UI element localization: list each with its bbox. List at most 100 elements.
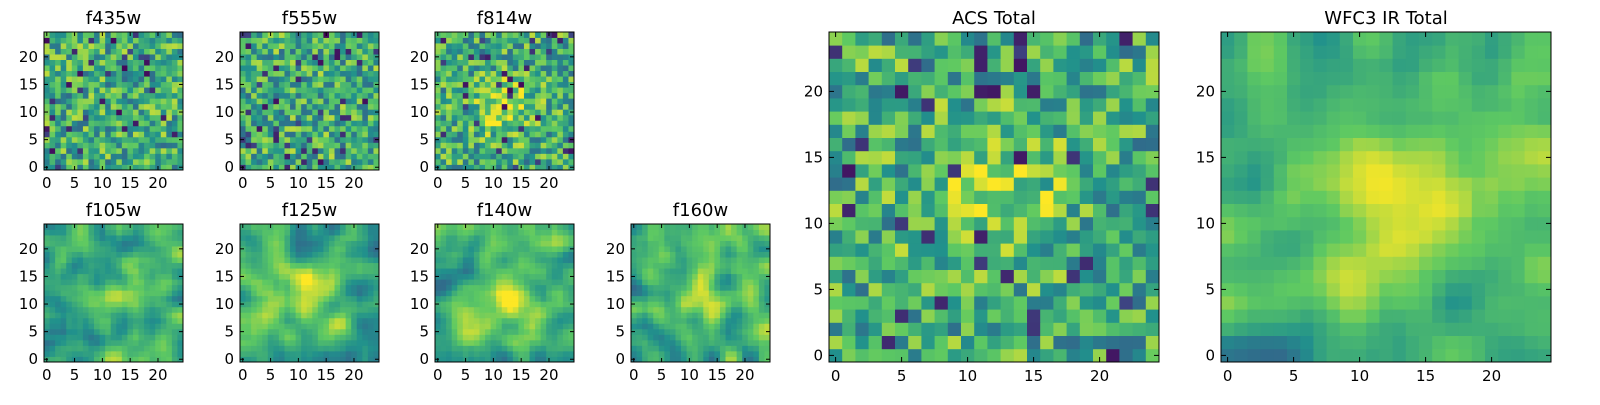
heatmap-cell (116, 82, 122, 88)
heatmap-cell (284, 76, 290, 82)
heatmap-cell (155, 153, 161, 159)
heatmap-cell (133, 65, 139, 71)
heatmap-cell (368, 49, 374, 55)
heatmap-cell (452, 230, 458, 236)
heatmap-cell (546, 257, 552, 263)
heatmap-cell (268, 351, 274, 357)
heatmap-cell (935, 336, 949, 350)
heatmap-cell (262, 351, 268, 357)
heatmap-cell (150, 93, 156, 99)
heatmap-cell (72, 285, 78, 291)
heatmap-cell (161, 126, 167, 132)
heatmap-cell (485, 142, 491, 148)
heatmap-cell (55, 323, 61, 329)
heatmap-cell (240, 49, 246, 55)
heatmap-cell (1040, 349, 1054, 363)
heatmap-cell (368, 159, 374, 165)
x-tick-label: 10 (93, 174, 112, 192)
heatmap-cell (144, 38, 150, 44)
heatmap-cell (491, 246, 497, 252)
heatmap-cell (869, 309, 883, 323)
heatmap-cell (172, 279, 178, 285)
x-tick-label: 5 (70, 174, 80, 192)
heatmap-cell (150, 246, 156, 252)
heatmap-cell (273, 137, 279, 143)
heatmap-cell (974, 190, 988, 204)
heatmap-cell (273, 323, 279, 329)
heatmap-cell (474, 301, 480, 307)
heatmap-cell (935, 296, 949, 310)
heatmap-cell (687, 340, 693, 346)
heatmap-cell (340, 131, 346, 137)
heatmap-cell (855, 336, 869, 350)
heatmap-cell (692, 285, 698, 291)
heatmap-cell (100, 345, 106, 351)
heatmap-cell (726, 246, 732, 252)
heatmap-cell (166, 76, 172, 82)
heatmap-cell (546, 340, 552, 346)
heatmap-cell (88, 290, 94, 296)
heatmap-cell (882, 256, 896, 270)
heatmap-cell (161, 285, 167, 291)
x-tick-label: 10 (484, 174, 503, 192)
heatmap-cell (55, 153, 61, 159)
heatmap-cell (262, 224, 268, 230)
heatmap-cell (116, 307, 122, 313)
heatmap-cell (1146, 322, 1160, 336)
heatmap-cell (150, 159, 156, 165)
heatmap-cell (240, 307, 246, 313)
heatmap-cell (166, 32, 172, 38)
heatmap-cell (100, 82, 106, 88)
heatmap-cell (535, 301, 541, 307)
heatmap-cell (491, 82, 497, 88)
heatmap-cell (664, 263, 670, 269)
heatmap-cell (290, 340, 296, 346)
heatmap-cell (251, 329, 257, 335)
heatmap-cell (133, 290, 139, 296)
heatmap-cell (362, 71, 368, 77)
heatmap-cell (127, 60, 133, 66)
y-tick-label: 5 (419, 323, 429, 341)
heatmap-cell (144, 109, 150, 115)
heatmap-cell (323, 109, 329, 115)
heatmap-cell (552, 307, 558, 313)
heatmap-cell (720, 307, 726, 313)
heatmap-cell (961, 230, 975, 244)
heatmap-cell (100, 71, 106, 77)
heatmap-cell (172, 318, 178, 324)
heatmap-cell (284, 241, 290, 247)
heatmap-cell (507, 246, 513, 252)
heatmap-cell (479, 43, 485, 49)
heatmap-cell (94, 323, 100, 329)
heatmap-cell (172, 87, 178, 93)
heatmap-cell (653, 323, 659, 329)
heatmap-cell (166, 312, 172, 318)
heatmap-cell (642, 224, 648, 230)
heatmap-cell (329, 279, 335, 285)
heatmap-cell (312, 115, 318, 121)
heatmap-cell (139, 38, 145, 44)
heatmap-cell (77, 224, 83, 230)
heatmap-cell (507, 268, 513, 274)
heatmap-cell (518, 279, 524, 285)
heatmap-cell (1146, 177, 1160, 191)
heatmap-cell (1080, 256, 1094, 270)
heatmap-cell (172, 137, 178, 143)
heatmap-cell (335, 87, 341, 93)
heatmap-cell (346, 230, 352, 236)
heatmap-cell (161, 252, 167, 258)
heatmap-cell (698, 241, 704, 247)
heatmap-cell (637, 252, 643, 258)
heatmap-cell (279, 340, 285, 346)
heatmap-cell (279, 137, 285, 143)
x-tick-label: 10 (484, 366, 503, 384)
heatmap-cell (753, 340, 759, 346)
heatmap-cell (240, 60, 246, 66)
heatmap-cell (44, 285, 50, 291)
heatmap-cell (246, 54, 252, 60)
heatmap-cell (312, 285, 318, 291)
heatmap-cell (44, 159, 50, 165)
heatmap-cell (452, 148, 458, 154)
heatmap-cell (563, 93, 569, 99)
heatmap-cell (869, 296, 883, 310)
